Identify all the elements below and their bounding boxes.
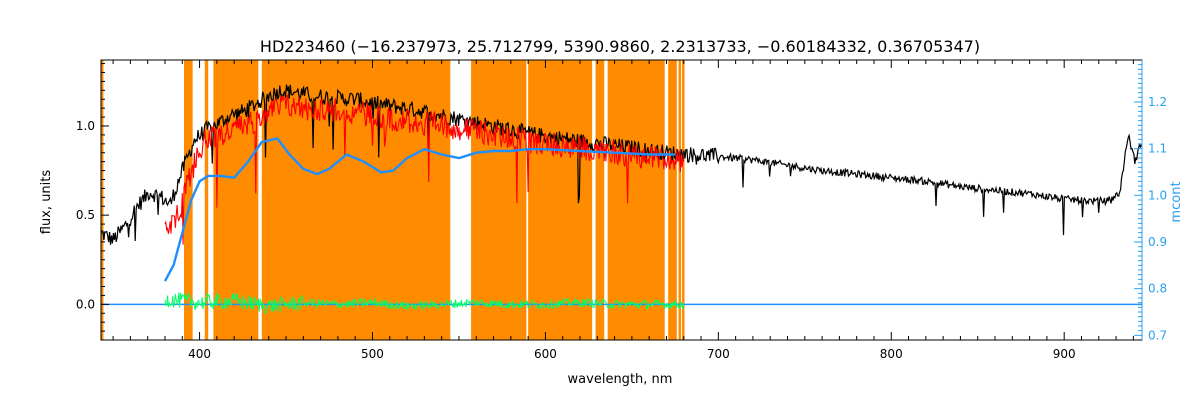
masked-region [204, 60, 209, 340]
x-tick-label: 800 [880, 347, 903, 361]
masked-region [678, 60, 682, 340]
x-tick-label: 500 [361, 347, 384, 361]
y-right-tick-label: 1.2 [1148, 95, 1167, 109]
series-line-model [164, 94, 685, 245]
masked-region [595, 60, 605, 340]
x-tick-label: 700 [707, 347, 730, 361]
series-layer [100, 84, 1143, 314]
masked-region [607, 60, 665, 340]
y-right-tick-label: 1.0 [1148, 188, 1167, 202]
masked-region [471, 60, 527, 340]
x-axis-label: wavelength, nm [568, 372, 673, 387]
y-right-tick-label: 0.7 [1148, 328, 1167, 342]
y-tick-label: 1.0 [76, 119, 95, 133]
masked-region [213, 60, 259, 340]
y-axis-right-label: mcont [1169, 181, 1184, 222]
y-right-tick-label: 0.8 [1148, 282, 1167, 296]
y-axis-right: 0.7 0.8 0.9 1.0 1.1 1.2 [1134, 60, 1167, 342]
x-tick-label: 600 [534, 347, 557, 361]
series-line-residual [164, 291, 685, 314]
series-line-continuum [163, 137, 676, 282]
masked-region [668, 60, 677, 340]
masked-region [261, 60, 451, 340]
y-tick-label: 0.0 [76, 297, 95, 311]
y-right-tick-label: 0.9 [1148, 235, 1167, 249]
y-axis-label: flux, units [39, 170, 54, 235]
chart-title: HD223460 (−16.237973, 25.712799, 5390.98… [260, 37, 980, 56]
masked-region [528, 60, 593, 340]
masked-region [184, 60, 193, 340]
masked-region [101, 60, 104, 340]
x-axis: 400 500 600 700 800 900 [112, 60, 1134, 361]
x-tick-label: 400 [188, 347, 211, 361]
y-axis-left: 0.0 0.5 1.0 [76, 63, 109, 332]
y-tick-label: 0.5 [76, 208, 95, 222]
y-right-tick-label: 1.1 [1148, 142, 1167, 156]
x-tick-label: 900 [1053, 347, 1076, 361]
masked-region [682, 60, 685, 340]
